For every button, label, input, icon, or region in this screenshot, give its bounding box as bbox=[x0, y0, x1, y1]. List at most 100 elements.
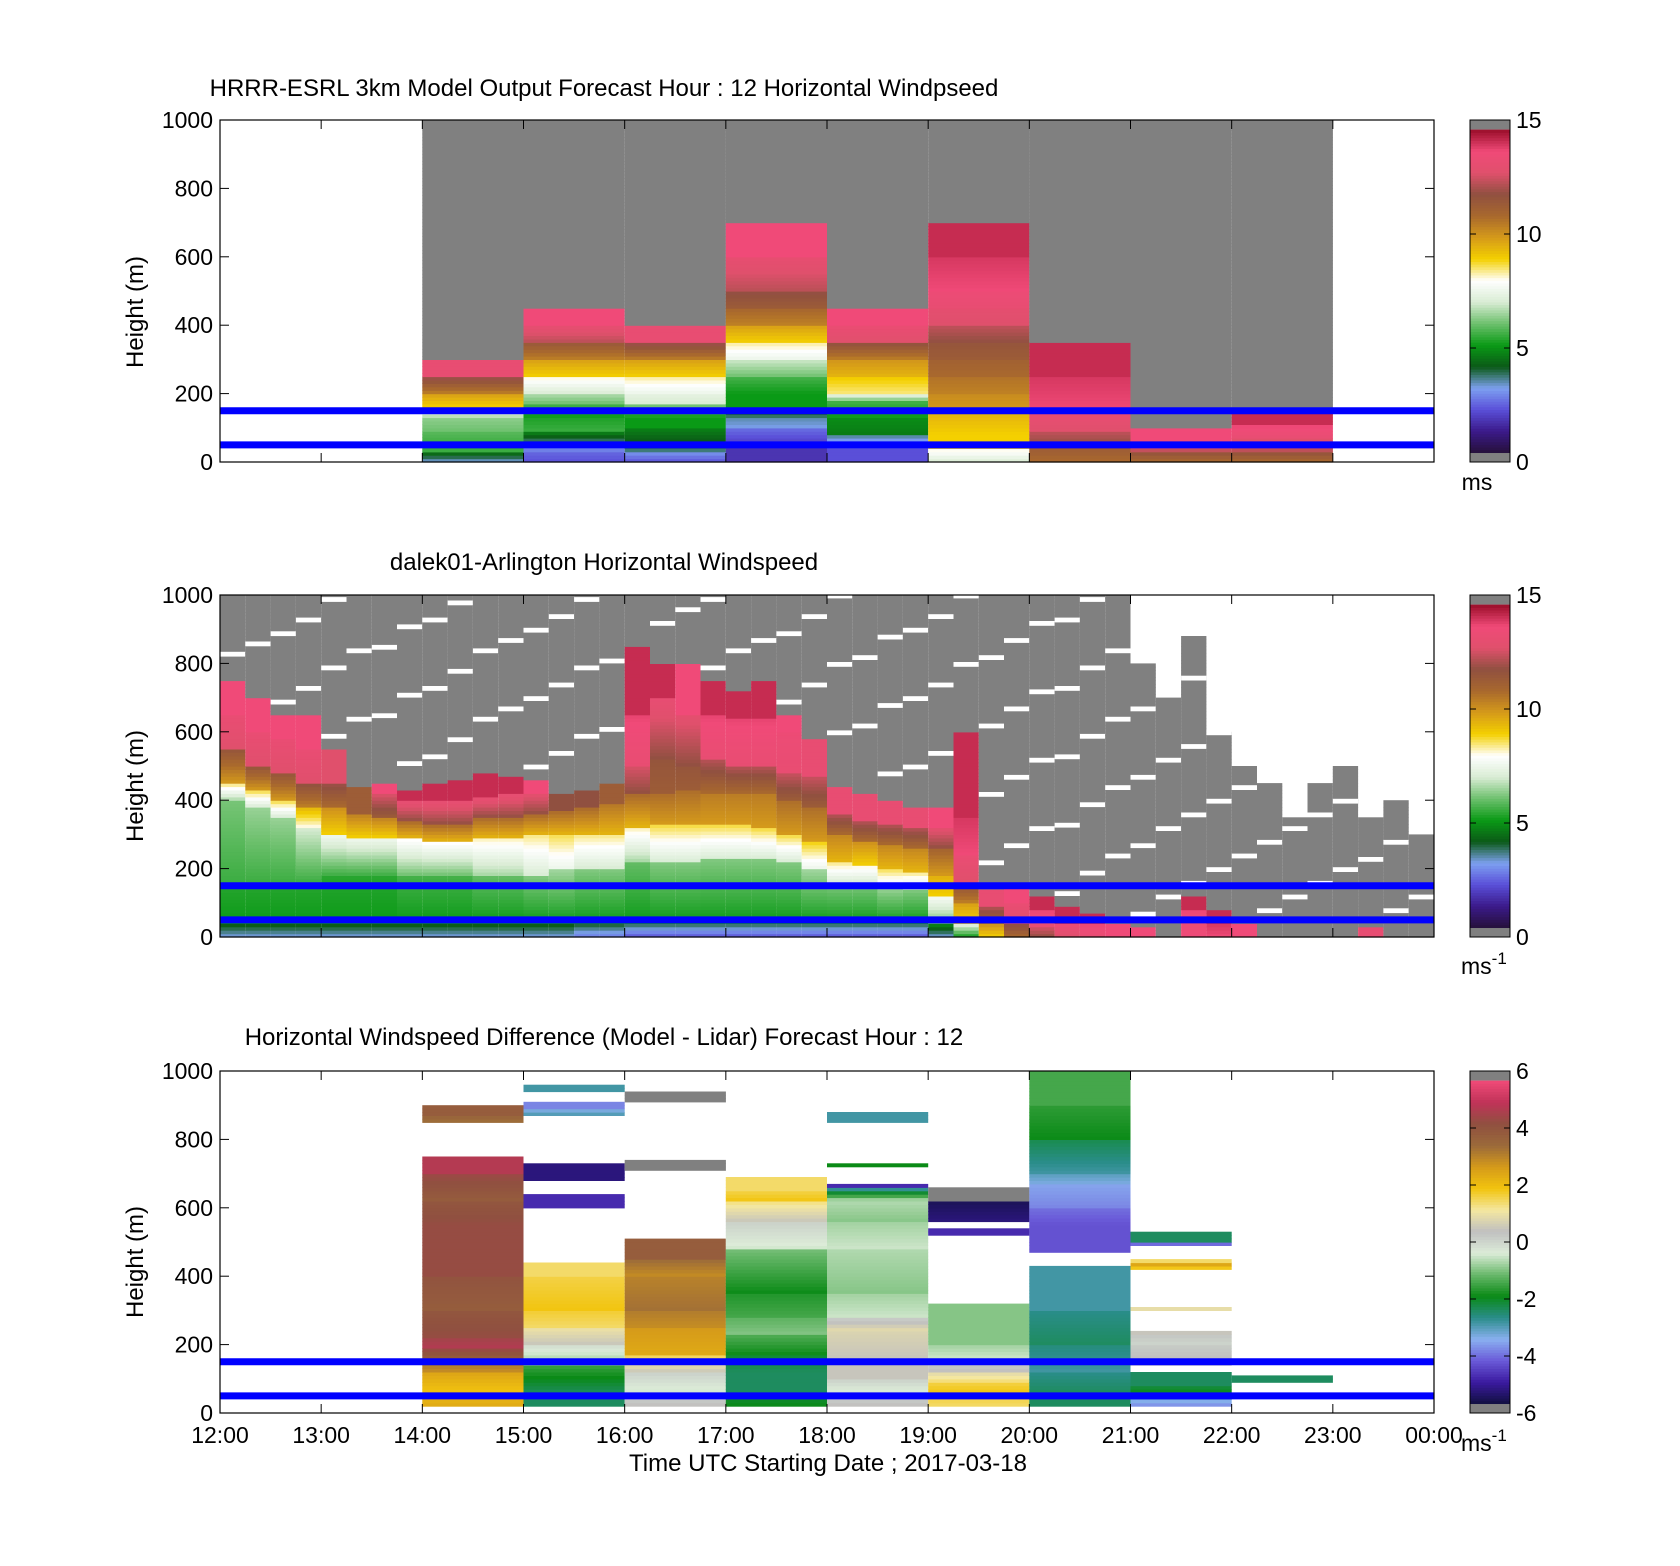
lidar-gap bbox=[1156, 895, 1181, 900]
model-cell bbox=[928, 216, 1029, 220]
lidar-column bbox=[245, 691, 270, 695]
lidar-column bbox=[1029, 674, 1054, 678]
lidar-column bbox=[954, 708, 979, 712]
lidar-gap bbox=[574, 597, 599, 602]
lidar-column bbox=[220, 776, 245, 780]
model-cell bbox=[1232, 158, 1333, 162]
model-cell bbox=[1232, 353, 1333, 357]
model-cell bbox=[524, 370, 625, 374]
lidar-column bbox=[928, 776, 953, 780]
lidar-column bbox=[827, 708, 852, 712]
lidar-column bbox=[979, 845, 1004, 849]
lidar-column bbox=[726, 622, 751, 626]
model-cell bbox=[1029, 421, 1130, 425]
lidar-column bbox=[321, 862, 346, 866]
lidar-column bbox=[422, 896, 447, 900]
lidar-column bbox=[1181, 759, 1206, 763]
lidar-column bbox=[954, 725, 979, 729]
model-cell bbox=[928, 147, 1029, 151]
model-cell bbox=[625, 151, 726, 155]
lidar-gap bbox=[1004, 775, 1029, 780]
model-cell bbox=[524, 216, 625, 220]
lidar-column bbox=[827, 742, 852, 746]
lidar-column bbox=[549, 930, 574, 934]
model-cell bbox=[625, 233, 726, 237]
model-cell bbox=[726, 366, 827, 370]
lidar-column bbox=[372, 862, 397, 866]
lidar-column bbox=[549, 862, 574, 866]
lidar-column bbox=[650, 742, 675, 746]
lidar-column bbox=[751, 622, 776, 626]
y-tick-label: 800 bbox=[175, 175, 213, 201]
model-cell bbox=[726, 137, 827, 141]
model-cell bbox=[1131, 182, 1232, 186]
lidar-column bbox=[878, 828, 903, 832]
lidar-column bbox=[549, 759, 574, 763]
lidar-column bbox=[1131, 811, 1156, 815]
model-cell bbox=[827, 281, 928, 285]
lidar-column bbox=[448, 828, 473, 832]
model-cell bbox=[726, 178, 827, 182]
lidar-column bbox=[473, 793, 498, 797]
model-cell bbox=[726, 182, 827, 186]
lidar-column bbox=[751, 793, 776, 797]
model-cell bbox=[1131, 236, 1232, 240]
lidar-gap bbox=[1080, 734, 1105, 739]
lidar-column bbox=[701, 622, 726, 626]
lidar-column bbox=[1080, 845, 1105, 849]
lidar-column bbox=[751, 742, 776, 746]
model-cell bbox=[827, 431, 928, 435]
lidar-column bbox=[498, 725, 523, 729]
lidar-column bbox=[397, 725, 422, 729]
lidar-column bbox=[1181, 862, 1206, 866]
model-cell bbox=[422, 243, 523, 247]
model-cell bbox=[625, 431, 726, 435]
lidar-column bbox=[878, 640, 903, 644]
lidar-column bbox=[650, 759, 675, 763]
lidar-column bbox=[599, 640, 624, 644]
model-cell bbox=[422, 370, 523, 374]
lidar-column bbox=[751, 930, 776, 934]
model-cell bbox=[827, 151, 928, 155]
lidar-column bbox=[524, 862, 549, 866]
lidar-column bbox=[372, 930, 397, 934]
model-cell bbox=[827, 182, 928, 186]
model-cell bbox=[1029, 165, 1130, 169]
lidar-column bbox=[422, 605, 447, 609]
model-cell bbox=[827, 267, 928, 271]
lidar-column bbox=[245, 742, 270, 746]
lidar-gap bbox=[245, 642, 270, 647]
lidar-column bbox=[650, 640, 675, 644]
model-cell bbox=[625, 452, 726, 456]
lidar-column bbox=[802, 725, 827, 729]
lidar-gap bbox=[574, 734, 599, 739]
lidar-column bbox=[625, 793, 650, 797]
lidar-column bbox=[701, 930, 726, 934]
model-cell bbox=[1029, 192, 1130, 196]
model-cell bbox=[726, 158, 827, 162]
lidar-column bbox=[650, 862, 675, 866]
lidar-column bbox=[776, 742, 801, 746]
lidar-gap bbox=[827, 594, 852, 599]
lidar-column bbox=[954, 674, 979, 678]
model-cell bbox=[1029, 202, 1130, 206]
model-cell bbox=[1232, 202, 1333, 206]
lidar-column bbox=[296, 793, 321, 797]
lidar-column bbox=[574, 640, 599, 644]
model-cell bbox=[827, 301, 928, 305]
lidar-column bbox=[372, 725, 397, 729]
model-cell bbox=[1029, 390, 1130, 394]
lidar-column bbox=[701, 896, 726, 900]
lidar-column bbox=[1181, 828, 1206, 832]
lidar-column bbox=[245, 622, 270, 626]
lidar-column bbox=[1055, 828, 1080, 832]
model-cell bbox=[524, 178, 625, 182]
lidar-gap bbox=[903, 696, 928, 701]
model-cell bbox=[1131, 421, 1232, 425]
model-cell bbox=[625, 336, 726, 340]
lidar-column bbox=[220, 828, 245, 832]
lidar-column bbox=[1055, 640, 1080, 644]
model-cell bbox=[827, 336, 928, 340]
lidar-column bbox=[1080, 742, 1105, 746]
